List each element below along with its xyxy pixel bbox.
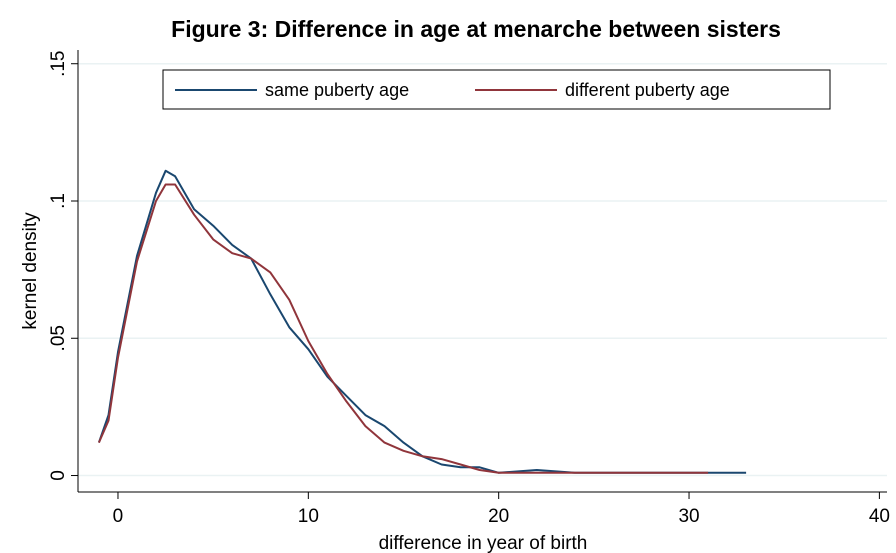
series-line — [97, 183, 709, 474]
chart-title: Figure 3: Difference in age at menarche … — [171, 16, 781, 42]
y-tick-label: .05 — [48, 325, 69, 351]
x-tick-label: 0 — [113, 506, 124, 527]
y-tick-label: 0 — [48, 470, 69, 481]
y-axis-label: kernel density — [20, 212, 41, 330]
x-tick-label: 10 — [298, 506, 319, 527]
y-tick-label: .15 — [48, 51, 69, 77]
x-tick-label: 30 — [678, 506, 699, 527]
legend: same puberty age different puberty age — [162, 69, 831, 110]
legend-label: different puberty age — [565, 80, 730, 100]
x-tick-label: 40 — [869, 506, 890, 527]
x-tick-label: 20 — [488, 506, 509, 527]
plot-area — [78, 50, 887, 492]
legend-label: same puberty age — [265, 80, 409, 100]
x-axis-label: difference in year of birth — [379, 533, 588, 553]
y-tick-label: .1 — [48, 193, 69, 209]
